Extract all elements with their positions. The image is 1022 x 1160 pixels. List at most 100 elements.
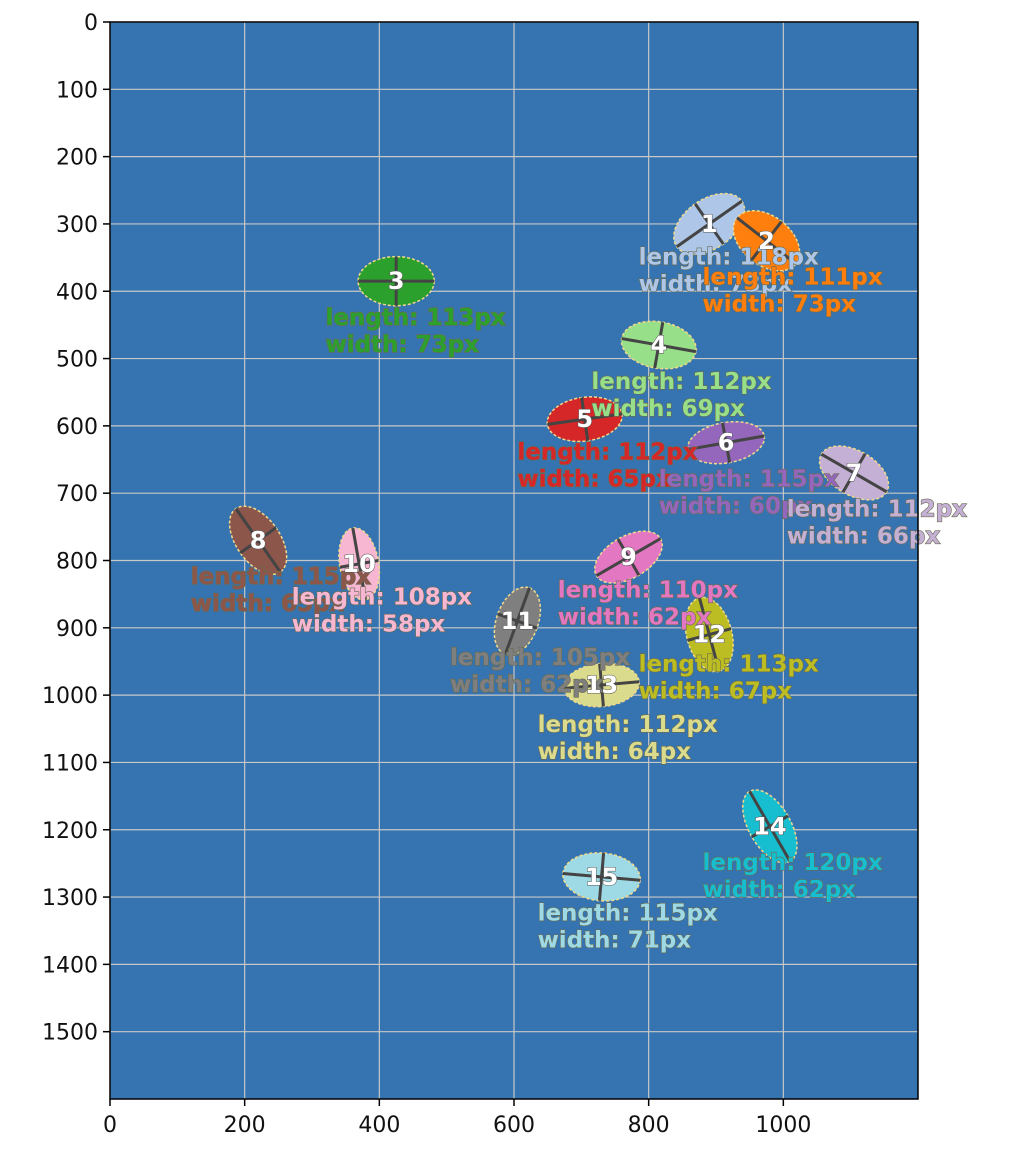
object-14-marker (742, 789, 798, 864)
object-8-number: 8 (250, 526, 267, 554)
object-markers (228, 192, 890, 902)
object-10-width-label: width: 58px (292, 611, 446, 637)
object-10-marker (338, 527, 381, 601)
object-9-number: 9 (620, 543, 637, 571)
object-15-width-label: width: 71px (538, 928, 692, 954)
y-tick-label: 100 (56, 78, 98, 103)
object-12-width-label: width: 67px (639, 679, 793, 705)
object-7-number: 7 (846, 459, 863, 487)
x-tick-label: 1000 (755, 1113, 811, 1138)
object-11-marker (493, 586, 542, 656)
object-13-width-label: width: 64px (538, 739, 692, 765)
object-12-number: 12 (693, 621, 726, 649)
object-3-marker (357, 255, 435, 307)
object-15-length-label: length: 115px (538, 901, 718, 927)
object-14-width-label: width: 62px (703, 877, 857, 903)
object-5-number: 5 (576, 405, 593, 433)
object-5-marker (546, 396, 623, 443)
x-tick-label: 0 (103, 1113, 117, 1138)
object-1-length-label: length: 118px (639, 244, 819, 270)
object-11-length-label: length: 105px (450, 645, 630, 671)
object-width-axis (597, 852, 606, 901)
y-tick-label: 1400 (42, 953, 98, 978)
object-3-number: 3 (388, 267, 405, 295)
y-tick-label: 1000 (42, 684, 98, 709)
object-11-number: 11 (501, 607, 534, 635)
object-width-axis (841, 453, 867, 493)
object-8-width-label: width: 65px (191, 591, 345, 617)
object-13-marker (563, 662, 640, 708)
object-1-number: 1 (701, 210, 718, 238)
object-15-number: 15 (585, 863, 618, 891)
object-14-number: 14 (753, 812, 786, 840)
object-width-axis (598, 663, 605, 707)
object-7-length-label: length: 112px (787, 497, 967, 523)
object-15-marker (562, 852, 641, 902)
object-2-marker (732, 209, 801, 272)
y-tick-label: 600 (56, 415, 98, 440)
y-tick-label: 200 (56, 146, 98, 171)
object-3-width-label: width: 73px (325, 332, 479, 358)
x-tick-label: 400 (358, 1113, 400, 1138)
y-tick-label: 1200 (42, 819, 98, 844)
object-width-axis (239, 526, 277, 555)
object-width-axis (339, 558, 379, 569)
object-9-width-label: width: 62px (558, 605, 712, 631)
y-tick-label: 1300 (42, 886, 98, 911)
x-tick-label: 200 (224, 1113, 266, 1138)
object-13-length-label: length: 112px (538, 712, 718, 738)
x-tick-label: 800 (628, 1113, 670, 1138)
y-tick-label: 900 (56, 617, 98, 642)
object-width-axis (750, 220, 783, 262)
object-10-number: 10 (342, 550, 375, 578)
object-width-axis (721, 422, 732, 463)
object-14-length-label: length: 120px (703, 850, 883, 876)
object-4-length-label: length: 112px (591, 369, 771, 395)
object-13-number: 13 (585, 671, 618, 699)
object-12-marker (684, 596, 734, 673)
object-6-number: 6 (718, 429, 735, 457)
object-4-marker (620, 320, 697, 370)
object-8-length-label: length: 115px (191, 564, 371, 590)
y-tick-label: 700 (56, 482, 98, 507)
object-6-length-label: length: 115px (659, 466, 839, 492)
object-2-number: 2 (758, 227, 775, 255)
object-6-width-label: width: 60px (659, 493, 813, 519)
y-tick-label: 1500 (42, 1021, 98, 1046)
object-width-axis (751, 814, 789, 839)
y-tick-label: 500 (56, 348, 98, 373)
object-11-width-label: width: 62px (450, 672, 604, 698)
object-7-width-label: width: 66px (787, 524, 941, 550)
object-width-axis (497, 612, 538, 630)
object-9-marker (593, 530, 663, 584)
y-axis-ticks: 0 100 200 300 400 500 600 700 800 900 1000 1100 1200… (42, 11, 110, 1046)
object-4-number: 4 (650, 331, 667, 359)
object-width-axis (580, 397, 590, 442)
y-tick-label: 800 (56, 550, 98, 575)
y-tick-label: 0 (84, 11, 98, 36)
object-1-width-label: width: 73px (639, 271, 793, 297)
object-width-axis (693, 202, 725, 245)
object-width-axis (687, 627, 732, 642)
object-2-length-label: length: 111px (703, 265, 883, 291)
object-width-axis (653, 321, 665, 369)
object-5-length-label: length: 112px (517, 440, 697, 466)
object-1-marker (673, 192, 746, 256)
object-7-marker (818, 445, 890, 501)
object-2-width-label: width: 73px (703, 292, 857, 318)
object-8-marker (228, 505, 288, 576)
object-12-length-label: length: 113px (639, 652, 819, 678)
x-tick-label: 600 (493, 1113, 535, 1138)
object-10-length-label: length: 108px (292, 584, 472, 610)
x-axis-ticks: 0 200 400 600 800 1000 (103, 1099, 811, 1138)
y-tick-label: 300 (56, 213, 98, 238)
y-tick-label: 1100 (42, 751, 98, 776)
object-9-length-label: length: 110px (558, 578, 738, 604)
object-width-axis (616, 538, 641, 576)
y-tick-label: 400 (56, 280, 98, 305)
object-5-width-label: width: 65px (517, 467, 671, 493)
object-3-length-label: length: 113px (325, 305, 505, 331)
object-4-width-label: width: 69px (591, 396, 745, 422)
